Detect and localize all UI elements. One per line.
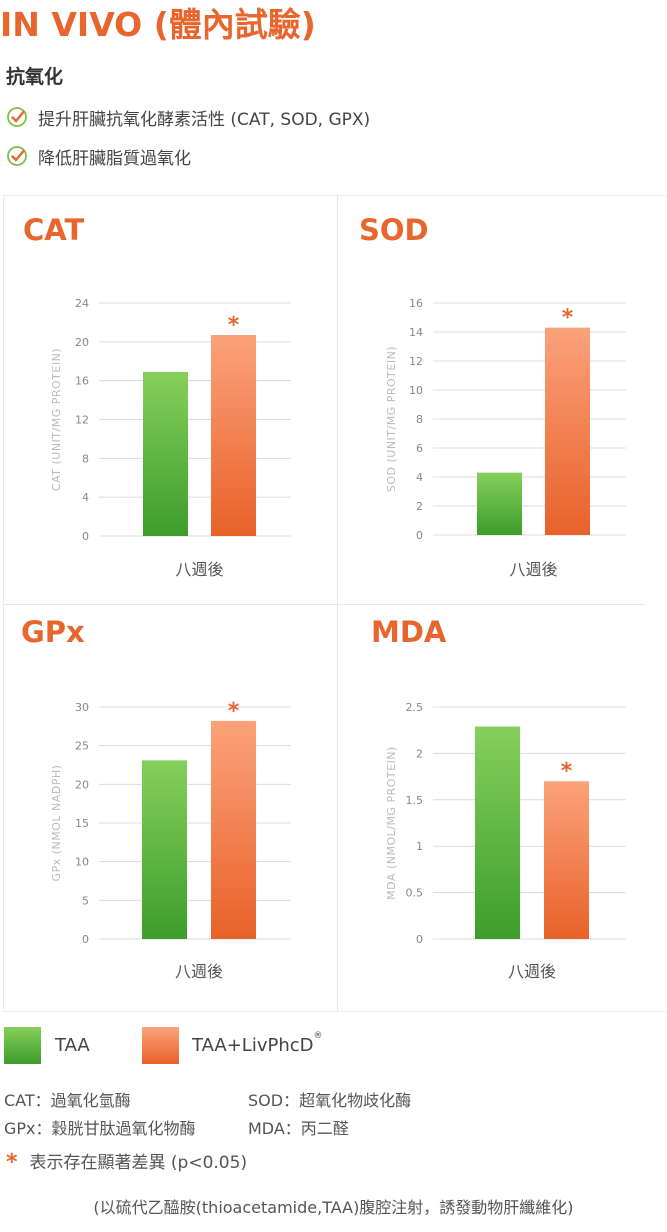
sod-tick-label: 4 [416,471,423,484]
significance-star: * [6,1150,18,1175]
chart-grid: CAT 0 4 8 12 16 20 24 CAT (UNIT/MG PROTEIN) * 八週後 S… [3,195,667,1012]
page-title: IN VIVO (體內試驗) [0,5,316,44]
abbr-cat: CAT：過氧化氫酶 [4,1091,131,1110]
gpx-chart-title: GPx [21,615,85,649]
grid-bottom-border [3,1011,667,1012]
grid-top-border [3,195,667,196]
mda-tick-label: 2.5 [406,701,424,714]
footnote: (以硫代乙醯胺(thioacetamide,TAA)腹腔注射，誘發動物肝纖維化) [93,1198,574,1217]
mda-tick-label: 1.5 [406,794,424,807]
cat-tick-label: 20 [75,336,89,349]
mda-tick-label: 2 [416,747,423,760]
check-circle-icon [7,107,27,127]
mda-tick-label: 1 [416,840,423,853]
sod-tick-label: 14 [409,326,423,339]
abbr-mda: MDA：丙二醛 [248,1119,349,1138]
sod-tick-label: 2 [416,500,423,513]
significance-note: * 表示存在顯著差異 (p<0.05) [6,1148,248,1175]
sod-tick-label: 16 [409,297,423,310]
sod-bar-taa [477,472,522,535]
registered-mark: ® [313,1031,323,1041]
cat-bar-taa [143,371,188,536]
check-circle-icon [7,146,27,166]
cat-significance-star: * [228,313,240,338]
grid-horizontal-divider [3,604,645,605]
gpx-significance-star: * [228,699,240,724]
gpx-tick-label: 5 [82,894,89,907]
mda-tick-label: 0.5 [406,887,424,900]
check-item-2-text: 降低肝臟脂質過氧化 [38,148,191,169]
cat-category-label: 八週後 [175,560,223,579]
legend-label-taa-livphcd: TAA+LivPhcD® [192,1031,323,1056]
cat-chart-title: CAT [23,213,84,247]
gpx-bar-taa [142,760,187,939]
section-title: 抗氧化 [6,66,64,88]
mda-bar-taa [475,726,520,939]
gpx-tick-label: 30 [75,701,89,714]
gpx-tick-label: 25 [75,740,89,753]
legend-swatch-taa [4,1027,41,1064]
sod-chart-title: SOD [359,213,429,247]
legend-label-taa: TAA [55,1035,90,1056]
gpx-tick-label: 20 [75,778,89,791]
legend-swatch-taa-livphcd [142,1027,179,1064]
sod-tick-label: 6 [416,442,423,455]
gpx-y-axis-label: GPx (NMOL NADPH) [50,765,63,882]
cat-tick-label: 0 [82,530,89,543]
gpx-bar-taa-livphcd [211,720,256,939]
mda-tick-label: 0 [416,933,423,946]
sod-tick-label: 12 [409,355,423,368]
mda-y-axis-label: MDA (NMOL/MG PROTEIN) [385,746,398,900]
gpx-tick-label: 10 [75,856,89,869]
gpx-tick-label: 15 [75,817,89,830]
significance-text: 表示存在顯著差異 (p<0.05) [29,1153,248,1173]
mda-significance-star: * [561,759,573,784]
sod-category-label: 八週後 [509,560,557,579]
cat-tick-label: 12 [75,414,89,427]
legend: TAA TAA+LivPhcD® [0,1026,667,1066]
abbr-sod: SOD：超氧化物歧化酶 [248,1091,412,1110]
grid-vertical-divider [337,195,338,1012]
sod-tick-label: 0 [416,529,423,542]
gpx-category-label: 八週後 [175,962,223,981]
sod-tick-label: 10 [409,384,423,397]
check-item-1-text: 提升肝臟抗氧化酵素活性 (CAT, SOD, GPX) [38,109,371,130]
mda-chart-title: MDA [371,615,447,649]
sod-y-axis-label: SOD (UNIT/MG PROTEIN) [385,346,398,492]
sod-bar-taa-livphcd [545,327,590,535]
grid-left-border [3,195,4,1012]
check-item-2: 降低肝臟脂質過氧化 [6,143,191,169]
cat-tick-label: 8 [82,452,89,465]
sod-significance-star: * [562,306,574,331]
mda-category-label: 八週後 [508,962,556,981]
sod-tick-label: 8 [416,413,423,426]
cat-y-axis-label: CAT (UNIT/MG PROTEIN) [50,348,63,491]
cat-bar-taa-livphcd [211,335,256,536]
gpx-tick-label: 0 [82,933,89,946]
cat-tick-label: 24 [75,297,89,310]
check-item-1: 提升肝臟抗氧化酵素活性 (CAT, SOD, GPX) [6,104,370,130]
cat-tick-label: 4 [82,491,89,504]
mda-bar-taa-livphcd [544,781,589,939]
cat-tick-label: 16 [75,375,89,388]
abbr-gpx: GPx：穀胱甘肽過氧化物酶 [4,1119,196,1138]
